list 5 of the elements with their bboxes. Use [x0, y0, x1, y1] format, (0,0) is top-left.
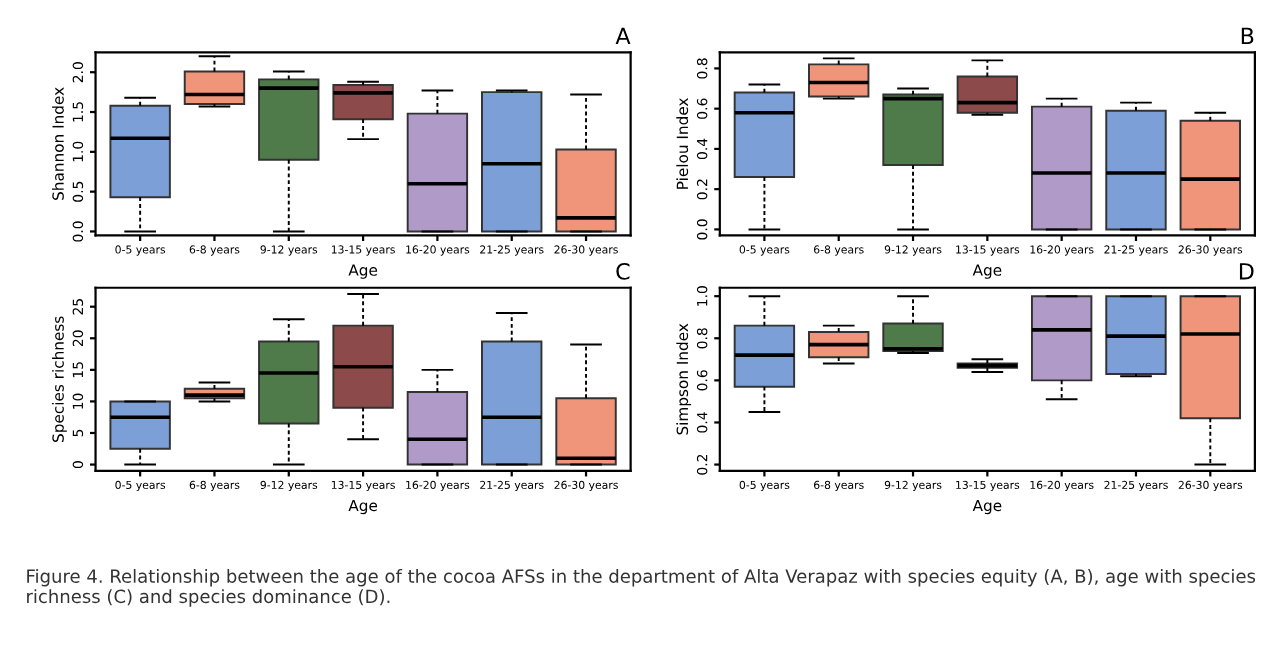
chart-title: D	[1239, 263, 1254, 280]
caption: Figure 4. Relationship between the age of the cocoa AFSs in the department of Alta Verapaz with species equity (A, B), age with species richness (C) and species dominance (D).	[27, 568, 1256, 607]
chart-title: A	[615, 27, 631, 44]
chart-title: C	[616, 262, 630, 280]
chart-title: B	[1241, 27, 1254, 44]
